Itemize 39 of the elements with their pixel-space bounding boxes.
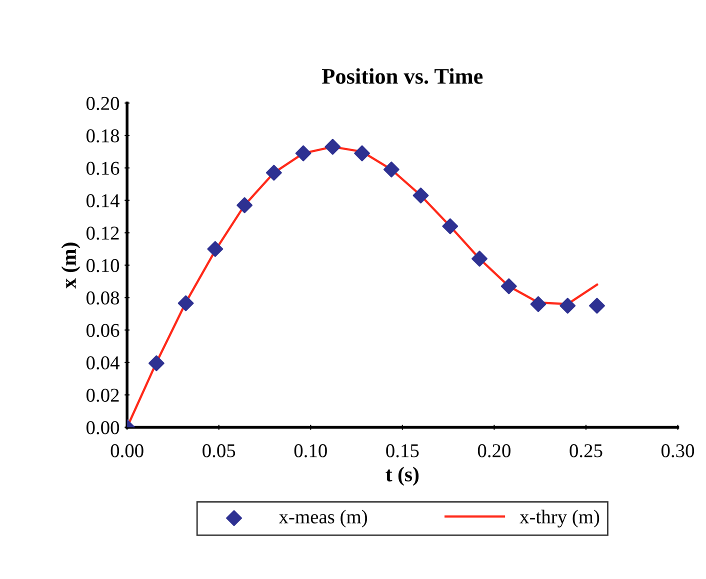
y-tick-label: 0.04 <box>86 356 120 370</box>
point <box>148 355 164 372</box>
x-tick-label: 0.10 <box>294 444 327 458</box>
y-tick-label: 0.00 <box>86 421 120 434</box>
point <box>354 145 370 162</box>
point <box>178 295 194 312</box>
point <box>530 296 546 312</box>
x-tick-label: 0.15 <box>386 444 419 458</box>
y-tick-label: 0.18 <box>86 129 120 143</box>
y-tick-label: 0.06 <box>86 324 120 338</box>
point <box>383 162 400 178</box>
point <box>472 250 488 267</box>
y-tick-label: 0.02 <box>86 388 119 402</box>
x-tick-label: 0.30 <box>661 444 694 458</box>
y-tick-label: 0.10 <box>86 259 120 272</box>
y-tick-label: 0.14 <box>86 194 120 208</box>
x-tick-label: 0.00 <box>110 444 144 458</box>
y-tick-label: 0.16 <box>86 162 120 175</box>
point <box>266 164 282 181</box>
x-tick-label: 0.20 <box>478 444 510 458</box>
legend-label: x-thry (m) <box>520 510 600 528</box>
point <box>324 138 341 155</box>
point <box>412 187 429 204</box>
y-tick-label: 0.20 <box>86 96 120 110</box>
point <box>295 145 312 162</box>
y-axis-title: x (m) <box>61 242 80 289</box>
y-tick-label: 0.08 <box>86 291 120 305</box>
point <box>500 278 517 294</box>
x-tick-label: 0.25 <box>570 444 602 458</box>
point <box>442 218 458 234</box>
point <box>560 298 576 314</box>
legend-label: x-meas (m) <box>278 510 367 528</box>
y-tick-label: 0.12 <box>86 226 119 240</box>
point <box>207 240 224 257</box>
point <box>589 298 605 314</box>
x-axis-title: t (s) <box>386 466 419 486</box>
chart-title: Position vs. Time <box>322 68 483 84</box>
point <box>236 197 253 214</box>
x-tick-label: 0.05 <box>202 444 236 458</box>
